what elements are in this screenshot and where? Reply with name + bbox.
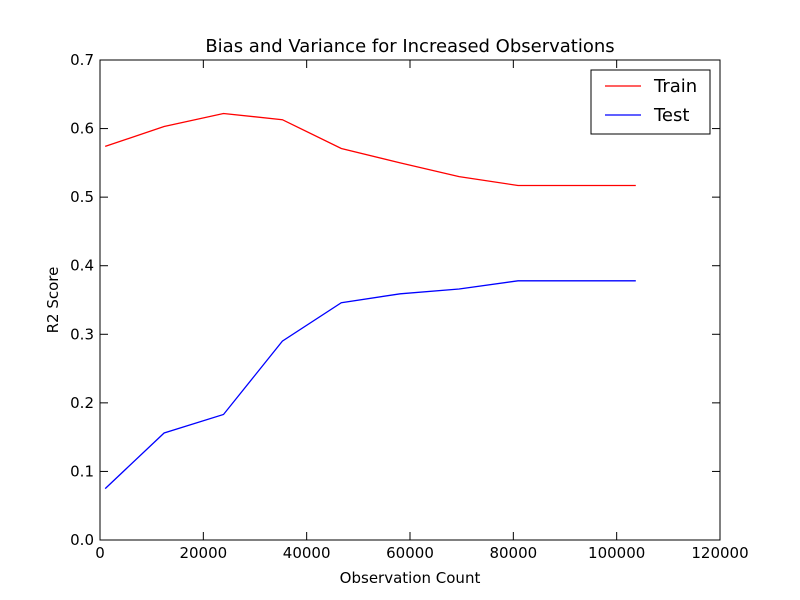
legend-box — [590, 69, 711, 135]
x-tick-label: 120000 — [691, 544, 748, 562]
y-tick-label: 0.3 — [70, 325, 94, 343]
series-line-test — [104, 280, 636, 490]
y-tick-label: 0.6 — [70, 120, 94, 138]
y-tick-label: 0.2 — [70, 394, 94, 412]
x-tick-label: 100000 — [588, 544, 645, 562]
series-line-train — [104, 112, 636, 187]
x-tick-label: 0 — [95, 544, 105, 562]
chart-title: Bias and Variance for Increased Observat… — [205, 36, 614, 57]
legend-label-test: Test — [653, 105, 689, 126]
y-axis-label: R2 Score — [44, 267, 62, 334]
series-layer — [104, 112, 636, 490]
legend: Train Test — [590, 69, 711, 135]
x-tick-label: 60000 — [386, 544, 434, 562]
x-tick-label: 20000 — [179, 544, 227, 562]
y-tick-label: 0.4 — [70, 257, 94, 275]
y-tick-label: 0.0 — [70, 531, 94, 549]
y-tick-label: 0.5 — [70, 188, 94, 206]
y-tick-label: 0.7 — [70, 51, 94, 69]
y-tick-label: 0.1 — [70, 462, 94, 480]
legend-label-train: Train — [653, 76, 697, 97]
x-tick-label: 80000 — [489, 544, 537, 562]
x-axis-label: Observation Count — [340, 569, 481, 587]
plot-frame — [99, 59, 721, 541]
x-tick-label: 40000 — [283, 544, 331, 562]
ticks-layer: 0 20000 40000 60000 80000 100000 120000 0.0 0.1 0… — [70, 51, 748, 562]
